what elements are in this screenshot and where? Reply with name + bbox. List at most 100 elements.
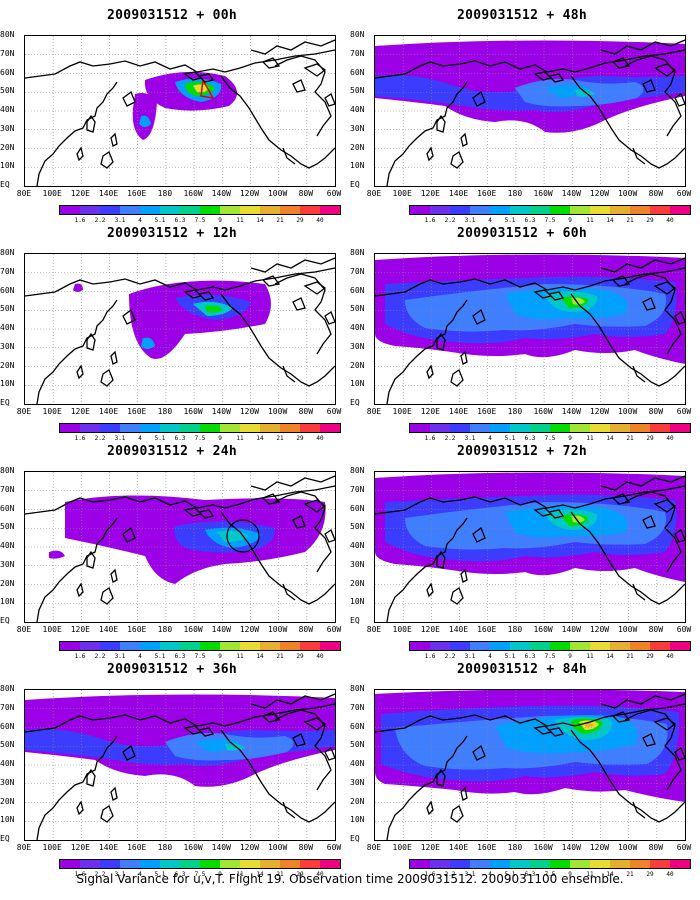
coastline: [386, 81, 468, 186]
panel-title: 2009031512 + 36h: [106, 662, 238, 677]
colorbar-swatch: [610, 860, 630, 868]
coastline: [450, 369, 464, 387]
map-plot: [375, 254, 685, 404]
coastline: [653, 63, 677, 77]
latitude-label: 30N: [350, 123, 365, 133]
longitude-label: 140W: [561, 407, 581, 416]
colorbar-value: 2.2: [444, 435, 456, 442]
longitude-label: 100W: [617, 407, 638, 416]
colorbar-swatch: [650, 860, 670, 868]
colorbar-value: 5.1: [154, 653, 166, 660]
coastline: [642, 79, 656, 93]
longitude-label: 80E: [366, 843, 382, 852]
longitude-label: 120E: [70, 407, 90, 416]
colorbar-swatch: [320, 860, 340, 868]
latitude-label: 60N: [0, 285, 15, 295]
colorbar-value: 6.3: [524, 871, 536, 878]
colorbar-swatch: [300, 424, 320, 432]
coastline: [250, 693, 335, 709]
colorbar-value: 6.3: [174, 435, 186, 442]
colorbar-swatch: [510, 860, 530, 868]
variance-map: [24, 253, 336, 405]
coastline: [25, 267, 335, 297]
latitude-label: 40N: [0, 323, 15, 332]
latitude-label: 10N: [350, 597, 365, 607]
latitude-label: 30N: [0, 559, 15, 569]
colorbar-value: 1.6: [424, 871, 436, 878]
colorbar-value: 40: [666, 435, 674, 442]
colorbar-value: 14: [256, 653, 264, 660]
variance-map: [24, 471, 336, 623]
colorbar-swatch: [260, 424, 280, 432]
colorbar-swatch: [530, 642, 550, 650]
coastline: [624, 273, 682, 355]
colorbar-value: 21: [276, 435, 284, 442]
latitude-label: 20N: [350, 578, 365, 588]
longitude-label: 160E: [477, 189, 497, 198]
colorbar-swatch: [530, 206, 550, 214]
coastline: [611, 711, 631, 723]
coastline: [282, 583, 296, 601]
longitude-label: 180: [157, 843, 173, 852]
colorbar: [409, 641, 691, 651]
map-panel: 2009031512 + 72h 80N 70N 60N 50N 40N 30N 20N 10N…: [350, 444, 692, 669]
colorbar-value: 3.1: [114, 435, 126, 442]
coastline: [324, 529, 335, 543]
coastline: [632, 365, 646, 383]
latitude-label: 30N: [350, 341, 365, 351]
colorbar-value: 14: [606, 217, 614, 224]
map-panel: 2009031512 + 12h 80N 70N 60N 50N 40N 30N 20N 10N…: [0, 226, 342, 451]
colorbar-value: 11: [586, 435, 594, 442]
map-plot: [25, 472, 335, 622]
coastline: [386, 735, 468, 840]
coastline: [375, 49, 685, 79]
coastline: [86, 114, 96, 133]
colorbar-value: 6.3: [174, 217, 186, 224]
colorbar-swatch: [650, 424, 670, 432]
panel-title: 2009031512 + 24h: [106, 444, 238, 459]
coastline: [36, 517, 118, 622]
coastline: [375, 703, 685, 733]
coastline: [632, 147, 646, 165]
colorbar-value: 3.1: [114, 653, 126, 660]
colorbar-swatch: [120, 206, 140, 214]
colorbar-value: 5.1: [154, 871, 166, 878]
coastline: [25, 485, 335, 515]
colorbar-value: 21: [626, 217, 634, 224]
colorbar-swatch: [160, 642, 180, 650]
colorbar-swatch: [590, 424, 610, 432]
coastline: [122, 744, 136, 761]
colorbar-value: 4: [488, 871, 492, 878]
map-panel: 2009031512 + 24h 80N 70N 60N 50N 40N 30N 20N 10N…: [0, 444, 342, 669]
colorbar-swatch: [550, 206, 570, 214]
colorbar-value: 9: [218, 435, 222, 442]
colorbar: [409, 205, 691, 215]
longitude-label: 100E: [42, 189, 62, 198]
colorbar-swatch: [590, 860, 610, 868]
longitude-label: 100E: [392, 625, 412, 634]
colorbar-value: 14: [606, 435, 614, 442]
map-panel: 2009031512 + 36h 80N 70N 60N 50N 40N 30N 20N 10N…: [0, 662, 342, 887]
coastline: [611, 57, 631, 69]
map-panel: 2009031512 + 48h 80N 70N 60N 50N 40N 30N 20N 10N…: [350, 8, 692, 233]
latitude-label: EQ: [0, 398, 10, 407]
colorbar-value: 6.3: [174, 653, 186, 660]
colorbar-value: 11: [586, 871, 594, 878]
colorbar-swatch: [490, 642, 510, 650]
colorbar-value: 3.1: [464, 653, 476, 660]
colorbar-swatch: [180, 206, 200, 214]
longitude-label: 120W: [589, 407, 610, 416]
coastline: [303, 499, 327, 513]
longitude-label: 180: [507, 189, 523, 198]
colorbar-swatch: [160, 860, 180, 868]
colorbar: [59, 859, 341, 869]
colorbar-value: 1.6: [424, 435, 436, 442]
coastline: [547, 727, 565, 737]
colorbar-swatch: [510, 206, 530, 214]
colorbar-swatch: [280, 860, 300, 868]
colorbar-swatch: [510, 424, 530, 432]
colorbar-value: 4: [488, 217, 492, 224]
colorbar-value: 14: [256, 871, 264, 878]
panel-title: 2009031512 + 48h: [456, 8, 588, 23]
longitude-label: 160W: [533, 843, 553, 852]
